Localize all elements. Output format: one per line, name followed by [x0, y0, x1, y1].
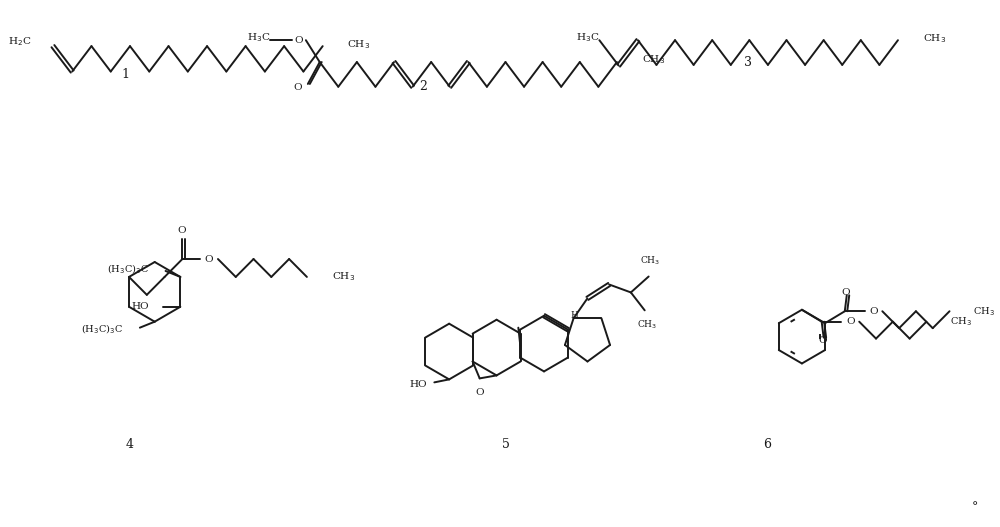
Text: O: O [205, 255, 213, 264]
Text: CH$_3$: CH$_3$ [642, 54, 665, 66]
Text: 5: 5 [502, 437, 509, 451]
Text: O: O [841, 288, 850, 297]
Text: O: O [846, 317, 855, 326]
Text: CH$_3$: CH$_3$ [950, 315, 972, 328]
Text: 6: 6 [763, 437, 771, 451]
Text: O: O [869, 307, 878, 316]
Text: H: H [570, 311, 578, 320]
Text: CH$_3$: CH$_3$ [332, 270, 355, 284]
Text: 2: 2 [420, 81, 427, 93]
Text: °: ° [972, 501, 978, 514]
Text: H$_3$C: H$_3$C [247, 31, 270, 44]
Text: CH$_3$: CH$_3$ [637, 318, 657, 330]
Text: 1: 1 [121, 67, 129, 81]
Text: 4: 4 [126, 437, 134, 451]
Text: CH$_3$: CH$_3$ [923, 32, 946, 45]
Text: O: O [177, 226, 186, 235]
Text: CH$_3$: CH$_3$ [347, 38, 371, 51]
Text: (H$_3$C)$_3$C: (H$_3$C)$_3$C [81, 323, 123, 336]
Text: CH$_3$: CH$_3$ [640, 255, 661, 267]
Text: (H$_3$C)$_3$C: (H$_3$C)$_3$C [107, 262, 149, 276]
Text: HO: HO [131, 302, 149, 311]
Text: 3: 3 [744, 55, 752, 69]
Text: O: O [294, 83, 302, 92]
Text: O: O [475, 388, 484, 397]
Text: CH$_3$: CH$_3$ [973, 305, 995, 318]
Text: H$_3$C: H$_3$C [576, 31, 599, 44]
Text: O: O [818, 336, 827, 345]
Text: H$_2$C: H$_2$C [8, 35, 31, 47]
Text: HO: HO [410, 380, 427, 389]
Text: O: O [295, 36, 303, 45]
